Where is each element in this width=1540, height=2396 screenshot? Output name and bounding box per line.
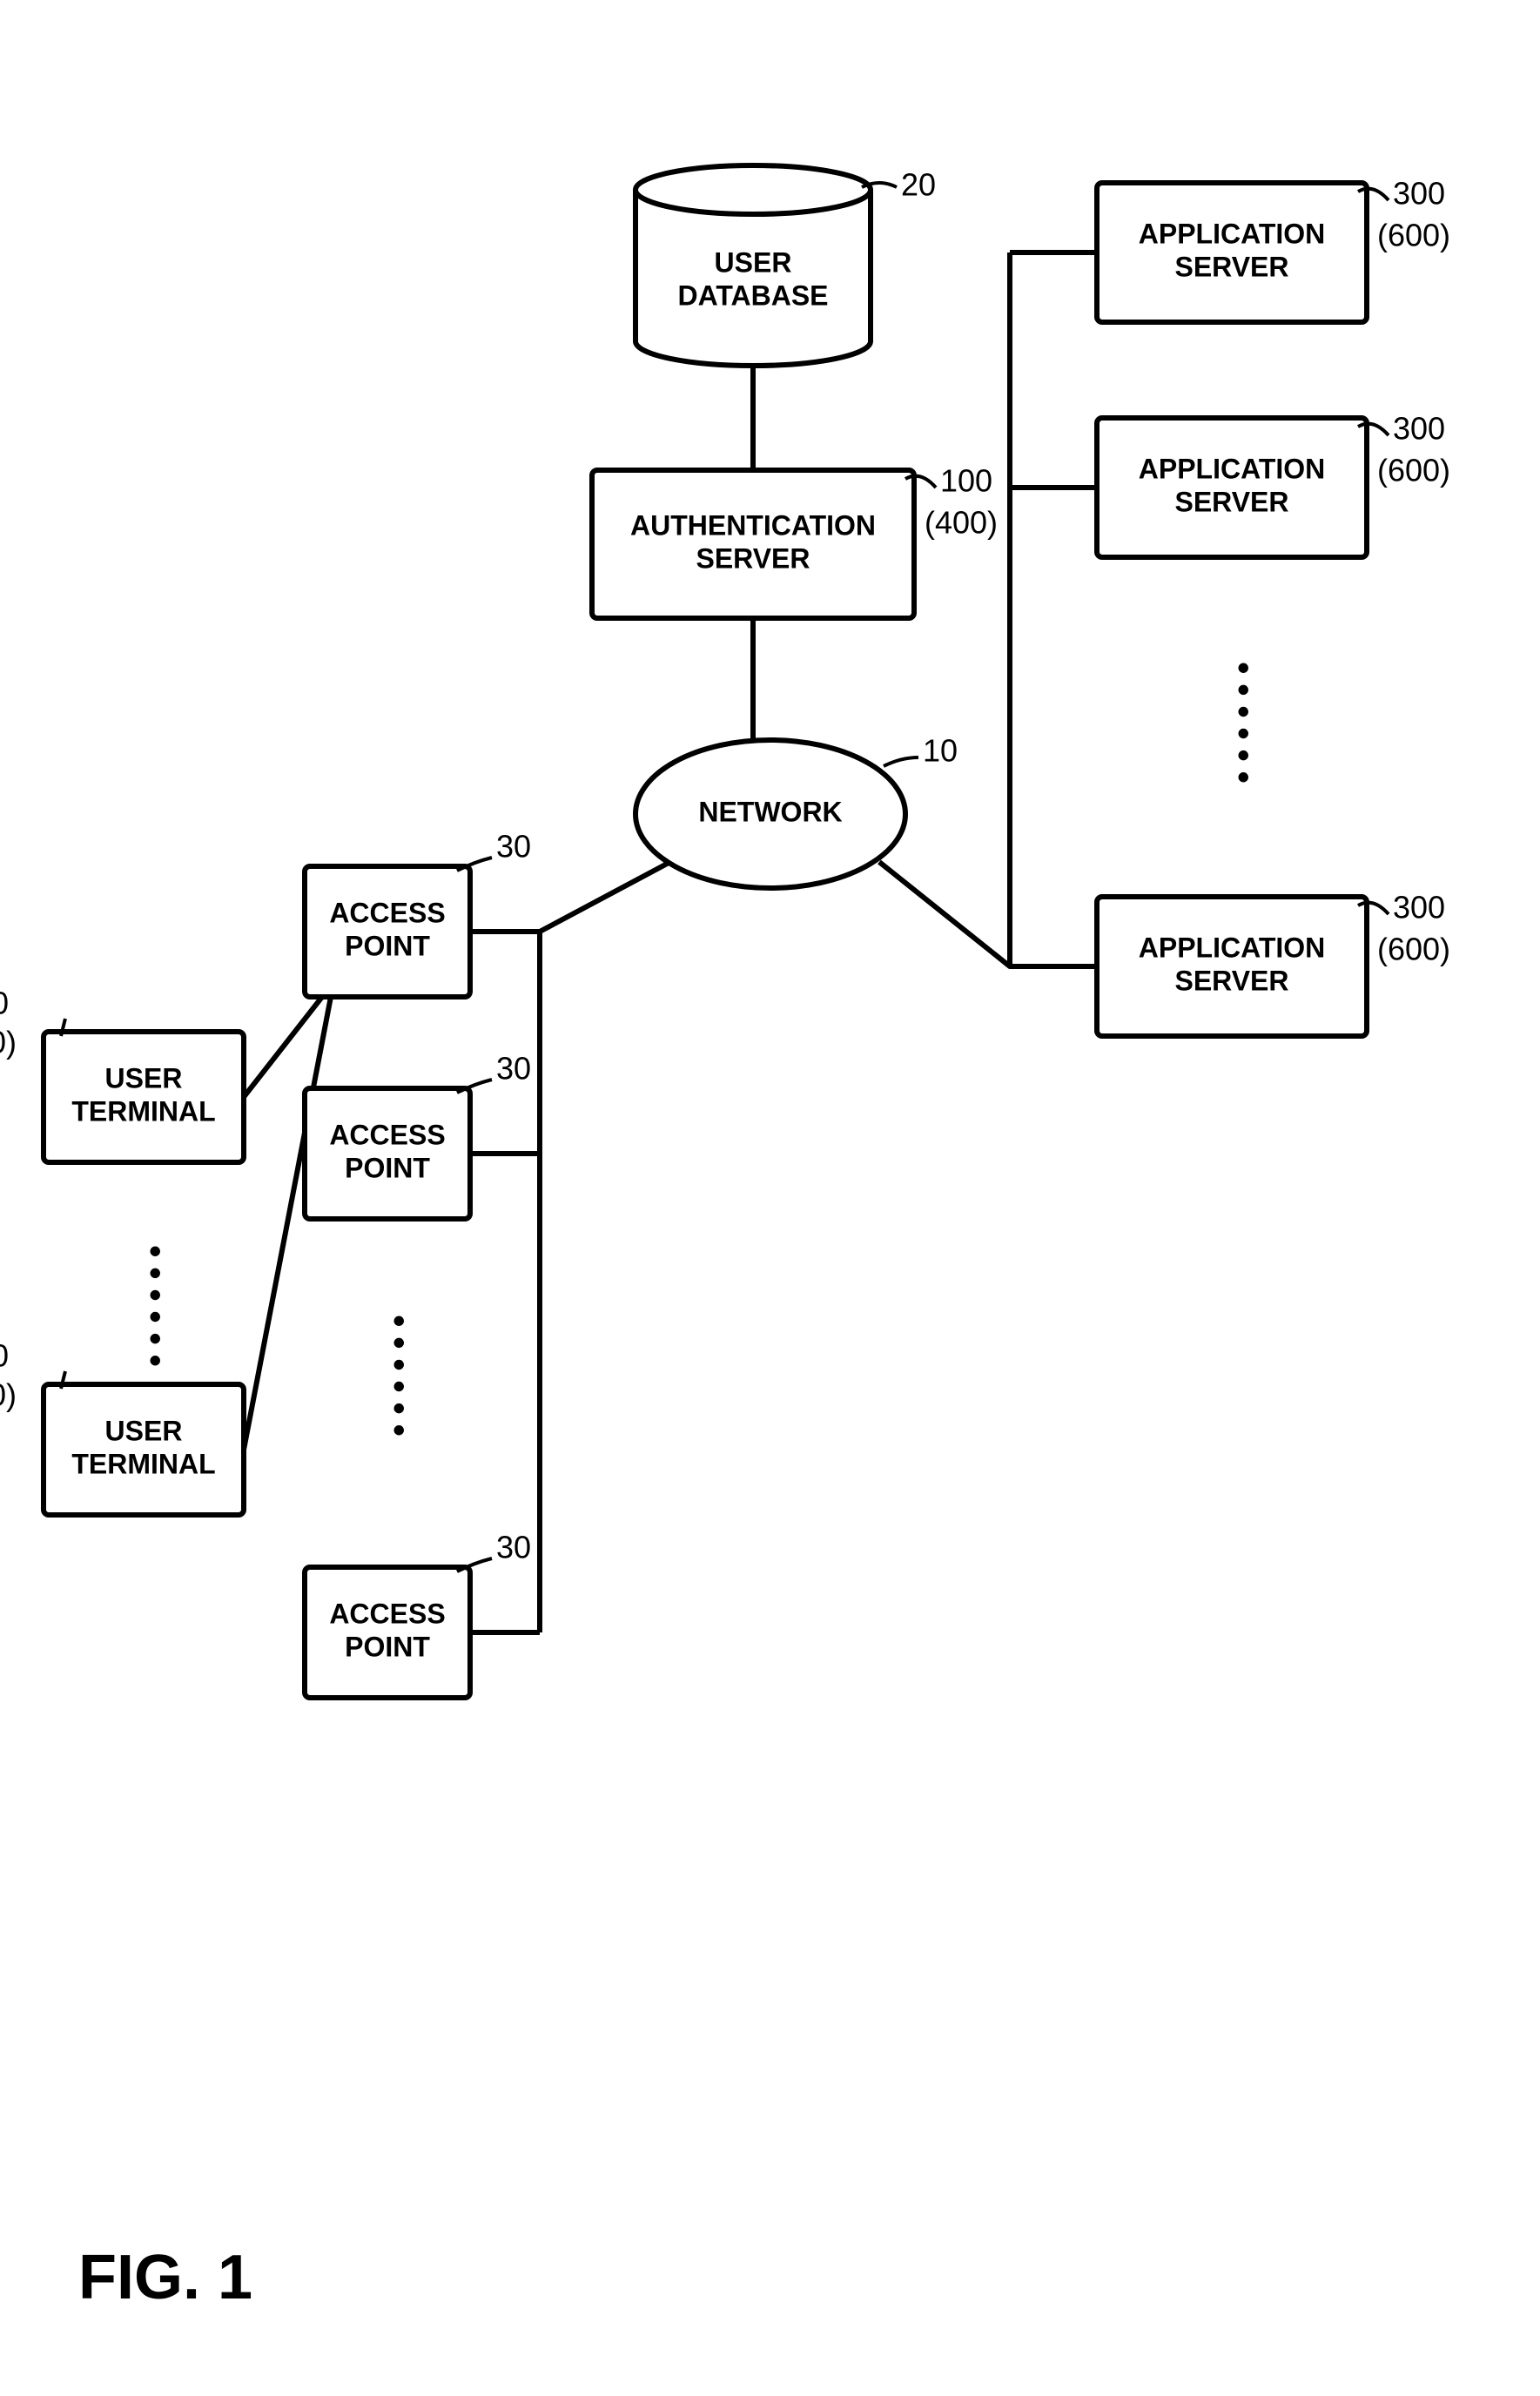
network-label: NETWORK [698,796,842,827]
ut2: USERTERMINAL [44,1384,244,1515]
as1-label: APPLICATION [1139,218,1326,249]
ut2-label: USER [105,1415,183,1446]
ap2-ref: 30 [496,1051,531,1087]
ut1: USERTERMINAL [44,1032,244,1162]
auth_server-label: SERVER [696,542,810,574]
ap3-ref: 30 [496,1530,531,1565]
user_db: USERDATABASE [636,165,871,366]
as1-ref: 300 [1393,176,1445,212]
ap3: ACCESSPOINT [305,1567,470,1698]
ut1-label: TERMINAL [71,1095,215,1127]
ap2-label: ACCESS [329,1119,445,1150]
ap1-label: POINT [345,930,430,961]
as3-label: SERVER [1174,965,1288,996]
ellipsis: • • • • • • [380,1315,418,1437]
network-ref: 10 [923,733,958,769]
auth_server: AUTHENTICATIONSERVER [592,470,914,618]
ut1-label: USER [105,1062,183,1094]
as3: APPLICATIONSERVER [1097,897,1367,1036]
as2-ref-sub: (600) [1377,453,1450,488]
as2-ref: 300 [1393,411,1445,447]
ap1: ACCESSPOINT [305,866,470,997]
network: NETWORK [636,740,905,888]
figure-label: FIG. 1 [78,2243,252,2312]
as1: APPLICATIONSERVER [1097,183,1367,322]
ellipsis: • • • • • • [1224,662,1262,784]
ap3-label: ACCESS [329,1598,445,1629]
user_db-ref: 20 [901,167,936,203]
auth_server-label: AUTHENTICATION [630,509,876,541]
as3-ref-sub: (600) [1377,932,1450,967]
ut2-label: TERMINAL [71,1448,215,1479]
as1-label: SERVER [1174,251,1288,282]
ut1-ref: 200 [0,986,9,1021]
ut2-ref-sub: (500) [0,1377,17,1413]
ut2-ref: 200 [0,1338,9,1374]
user_db-label: DATABASE [677,279,828,311]
as3-label: APPLICATION [1139,932,1326,963]
as2-label: SERVER [1174,486,1288,517]
ap2: ACCESSPOINT [305,1088,470,1219]
as3-ref: 300 [1393,890,1445,925]
user_db-label: USER [715,246,792,278]
ap2-label: POINT [345,1152,430,1183]
as2-label: APPLICATION [1139,453,1326,484]
ap3-label: POINT [345,1631,430,1662]
ap1-label: ACCESS [329,897,445,928]
as2: APPLICATIONSERVER [1097,418,1367,557]
network-diagram: USERDATABASE20AUTHENTICATIONSERVER100(40… [0,0,1540,2396]
as1-ref-sub: (600) [1377,218,1450,253]
auth_server-ref-sub: (400) [925,505,998,541]
ut1-ref-sub: (500) [0,1025,17,1060]
auth_server-ref: 100 [940,463,992,499]
ap1-ref: 30 [496,829,531,865]
ellipsis: • • • • • • [136,1245,174,1367]
